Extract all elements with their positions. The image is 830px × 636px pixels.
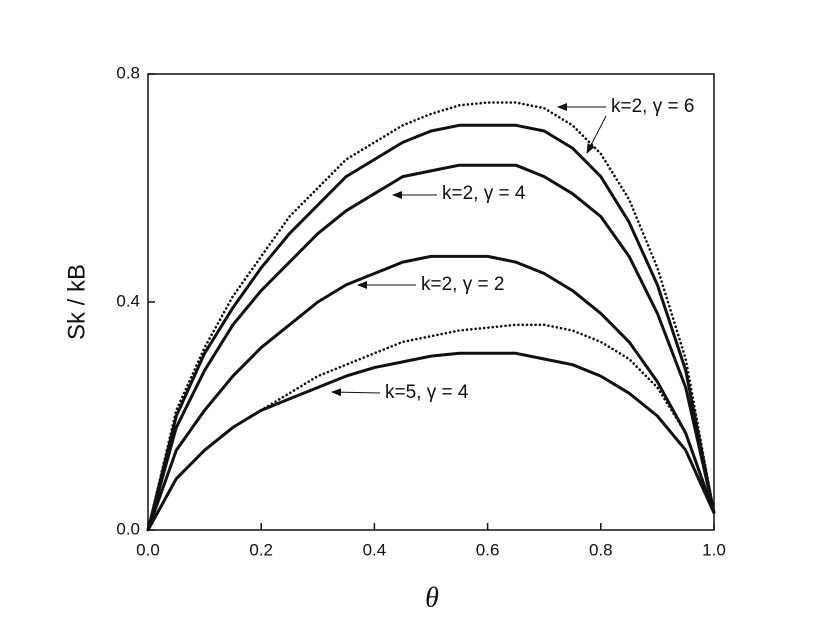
x-tick-label: 0.0 — [136, 540, 160, 559]
y-tick-label: 0.8 — [116, 63, 140, 82]
plot-frame — [147, 73, 715, 531]
x-tick-label: 0.2 — [249, 540, 273, 559]
line-series — [146, 254, 716, 531]
annotation: k=2, γ = 6 — [611, 96, 694, 117]
line-series — [146, 123, 716, 531]
x-tick-label: 0.4 — [363, 540, 387, 559]
annotation: k=5, γ = 4 — [385, 382, 469, 403]
annotation-arrow — [331, 388, 381, 397]
x-tick-label: 1.0 — [702, 540, 726, 559]
y-tick-label: 0.0 — [116, 519, 140, 538]
line-series — [146, 351, 716, 531]
annotation: k=2, γ = 4 — [442, 183, 526, 204]
annotation-arrow — [586, 115, 607, 154]
line-series — [146, 163, 716, 531]
line-series — [146, 101, 716, 532]
annotation: k=2, γ = 2 — [421, 274, 504, 295]
x-axis-label: θ — [425, 582, 439, 613]
y-tick-label: 0.4 — [116, 291, 140, 310]
x-tick-label: 0.8 — [589, 540, 613, 559]
x-tick-label: 0.6 — [476, 540, 500, 559]
y-axis-label: Sk / kB — [63, 264, 90, 340]
